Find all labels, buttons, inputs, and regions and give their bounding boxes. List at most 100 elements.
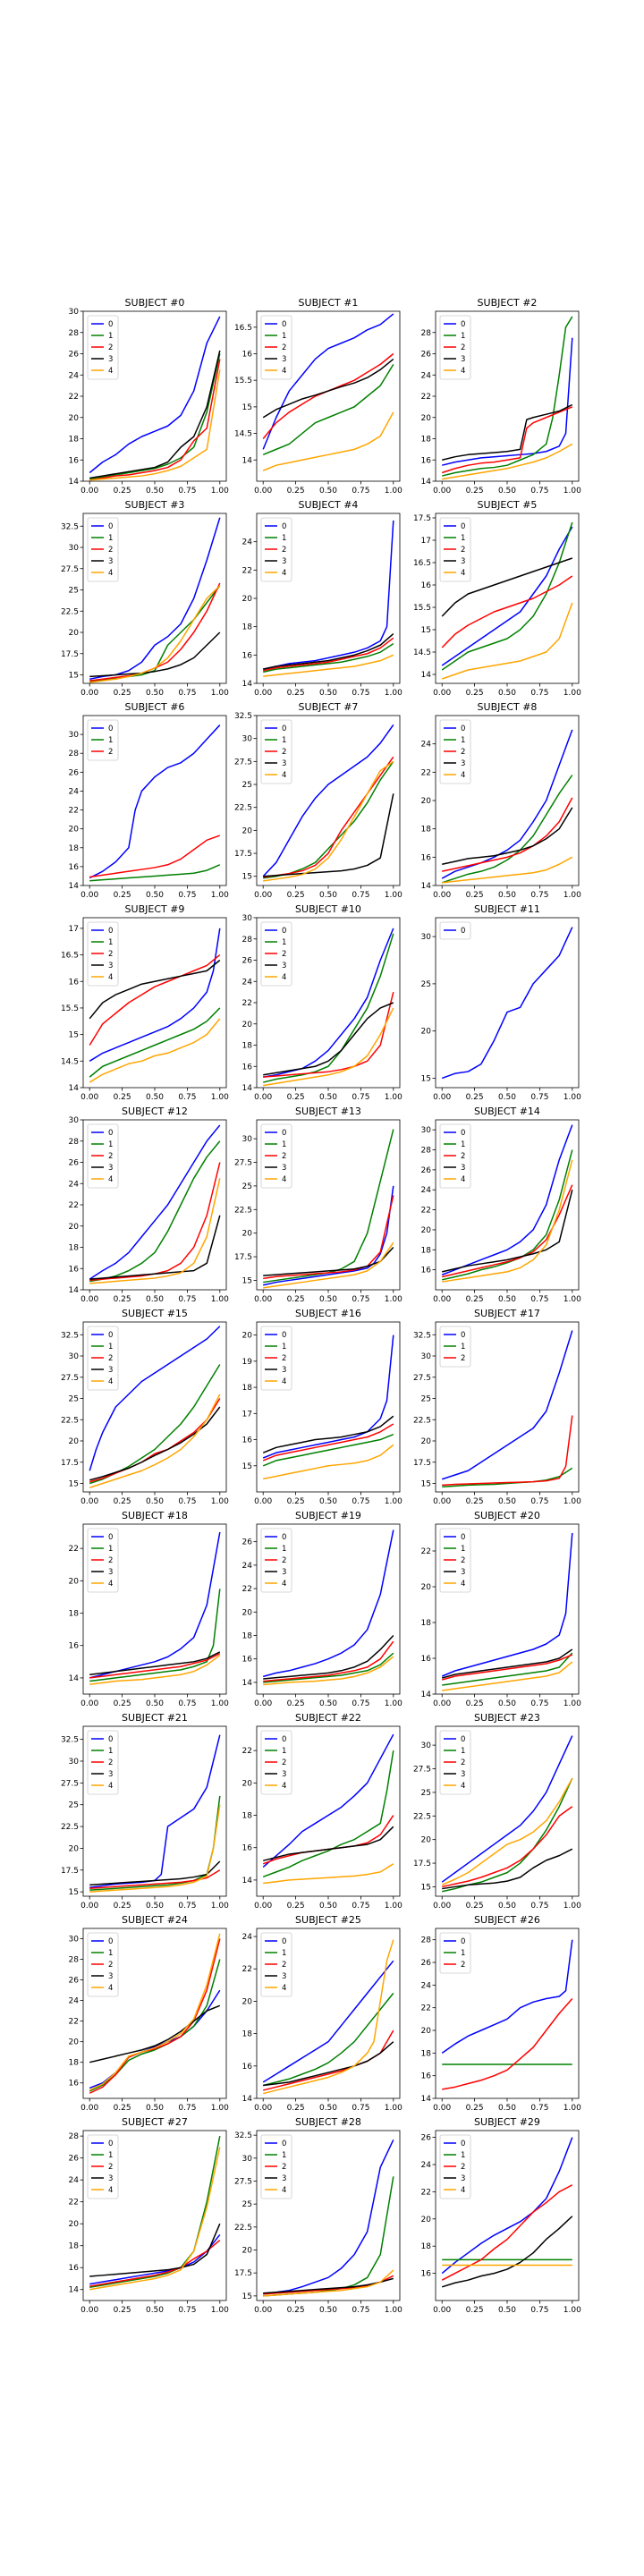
series-line-4 — [263, 1241, 394, 1289]
series-line-0 — [89, 1124, 221, 1280]
y-tick-label: 15 — [69, 1888, 79, 1897]
series-line-0 — [263, 928, 394, 1078]
y-tick-label: 20 — [242, 1021, 253, 1030]
series-line-1 — [442, 1652, 573, 1686]
series-line-4 — [89, 585, 221, 683]
x-tick-label: 0.00 — [80, 1497, 98, 1506]
legend-label: 0 — [108, 724, 113, 733]
legend-label: 0 — [461, 724, 465, 733]
x-tick-label: 0.00 — [254, 891, 272, 900]
series-line-2 — [263, 991, 394, 1078]
y-tick-label: 14.5 — [61, 1057, 79, 1066]
y-tick-label: 16 — [421, 581, 432, 590]
x-tick-label: 0.00 — [254, 1497, 272, 1506]
x-tick-label: 0.25 — [114, 1699, 131, 1708]
y-tick-label: 16 — [69, 1642, 80, 1651]
series-line-4 — [263, 1444, 394, 1480]
y-tick-label: 18 — [69, 2242, 80, 2251]
y-tick-label: 22.5 — [61, 1416, 79, 1425]
y-tick-label: 30 — [69, 308, 80, 317]
y-tick-label: 32.5 — [234, 712, 252, 721]
x-tick-label: 1.00 — [564, 487, 581, 496]
legend-label: 0 — [461, 1129, 465, 1138]
y-tick-label: 16.5 — [413, 559, 431, 568]
series-line-3 — [89, 959, 221, 1020]
x-tick-label: 0.50 — [146, 2306, 164, 2315]
x-tick-label: 0.00 — [254, 1295, 272, 1304]
y-tick-label: 16 — [421, 1655, 432, 1664]
y-tick-label: 16.5 — [61, 952, 79, 961]
legend-label: 2 — [108, 2163, 113, 2172]
y-tick-label: 15 — [69, 1480, 79, 1489]
x-tick-label: 0.50 — [146, 487, 164, 496]
y-tick-label: 24 — [421, 1981, 432, 1990]
series-line-4 — [442, 1159, 573, 1283]
y-tick-label: 20 — [421, 1836, 432, 1845]
legend-label: 3 — [461, 355, 465, 364]
x-tick-label: 0.50 — [498, 2104, 516, 2113]
y-tick-label: 20 — [242, 826, 253, 835]
series-line-3 — [89, 631, 221, 678]
y-tick-label: 14.5 — [234, 430, 252, 439]
series-line-0 — [441, 526, 573, 666]
x-tick-label: 0.75 — [530, 1295, 548, 1304]
legend-label: 2 — [461, 1961, 465, 1970]
legend-label: 2 — [108, 1152, 113, 1161]
subplot-title: SUBJECT #20 — [474, 1510, 540, 1521]
legend-label: 4 — [461, 569, 465, 578]
y-tick-label: 16 — [242, 1656, 253, 1665]
legend-label: 2 — [108, 748, 113, 757]
x-tick-label: 0.75 — [352, 1699, 369, 1708]
x-tick-label: 1.00 — [211, 1093, 229, 1102]
y-tick-label: 22 — [421, 2004, 431, 2013]
y-tick-label: 25 — [69, 1395, 79, 1404]
legend-label: 1 — [282, 1545, 286, 1554]
y-tick-label: 22 — [242, 1585, 252, 1594]
legend-label: 4 — [461, 1782, 465, 1791]
series-line-3 — [263, 2277, 394, 2294]
series-line-2 — [263, 637, 394, 672]
legend-label: 3 — [108, 2174, 113, 2183]
x-tick-label: 0.00 — [433, 891, 451, 900]
legend-label: 1 — [282, 736, 286, 745]
series-line-3 — [89, 1215, 221, 1280]
legend-label: 4 — [461, 771, 465, 780]
x-tick-label: 0.00 — [433, 2104, 451, 2113]
legend-label: 2 — [108, 343, 113, 352]
y-tick-label: 16 — [242, 1436, 253, 1445]
y-tick-label: 30 — [69, 1936, 80, 1945]
y-tick-label: 26 — [421, 351, 432, 360]
y-tick-label: 15 — [69, 1031, 79, 1040]
x-tick-label: 1.00 — [385, 1093, 402, 1102]
y-tick-label: 17.5 — [61, 1867, 79, 1876]
x-tick-label: 0.75 — [352, 2306, 369, 2315]
legend-label: 0 — [282, 320, 286, 329]
y-tick-label: 15.5 — [234, 377, 252, 386]
y-tick-label: 16 — [69, 2264, 80, 2273]
legend-label: 0 — [282, 1937, 286, 1946]
x-tick-label: 0.00 — [80, 487, 98, 496]
x-tick-label: 1.00 — [385, 1699, 402, 1708]
y-tick-label: 27.5 — [61, 1779, 79, 1788]
x-tick-label: 0.00 — [254, 487, 272, 496]
y-tick-label: 22 — [421, 768, 431, 777]
legend-label: 2 — [461, 1354, 465, 1363]
x-tick-label: 0.50 — [498, 891, 516, 900]
series-line-3 — [442, 1190, 573, 1273]
y-tick-label: 22 — [69, 2199, 79, 2207]
y-tick-label: 18 — [421, 826, 432, 835]
series-line-4 — [263, 1656, 394, 1686]
series-line-0 — [263, 520, 394, 670]
x-tick-label: 0.25 — [466, 2104, 484, 2113]
legend-label: 4 — [282, 973, 286, 982]
series-line-0 — [262, 724, 394, 877]
series-line-2 — [89, 1653, 221, 1679]
x-tick-label: 1.00 — [385, 1295, 402, 1304]
y-tick-label: 28 — [242, 936, 253, 945]
series-line-0 — [89, 1734, 221, 1889]
x-tick-label: 0.50 — [498, 1295, 516, 1304]
y-tick-label: 20 — [242, 1779, 253, 1788]
legend-label: 3 — [282, 1568, 286, 1577]
